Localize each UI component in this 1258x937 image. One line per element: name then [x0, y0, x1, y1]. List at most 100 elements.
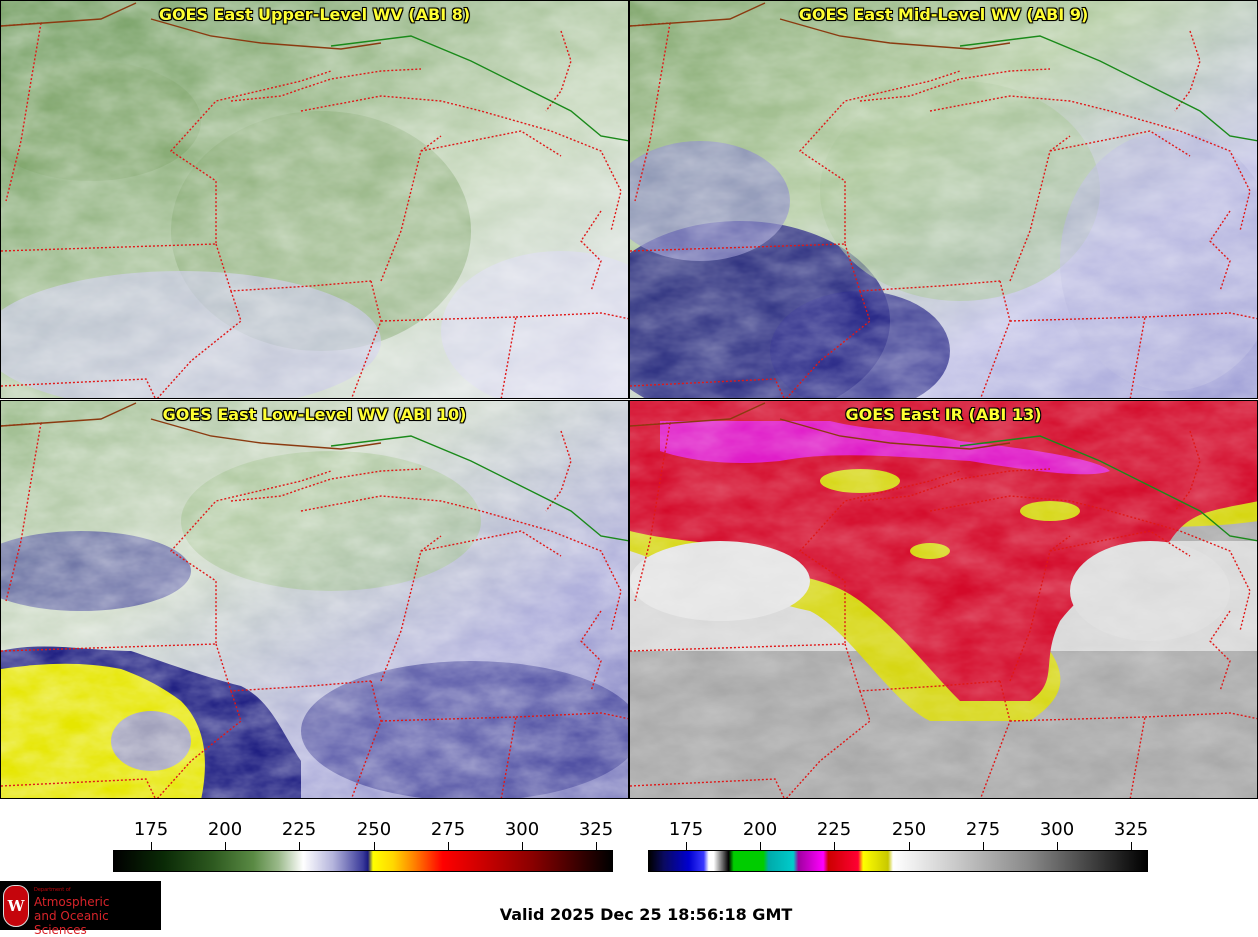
state-border — [859, 68, 1051, 102]
state-border — [929, 495, 1251, 632]
tick-label: 200 — [207, 819, 243, 840]
country-border — [330, 435, 628, 542]
state-border — [515, 312, 628, 320]
state-border — [630, 778, 785, 798]
state-border — [844, 243, 1001, 292]
tick-mark — [225, 842, 226, 850]
state-border — [1009, 135, 1071, 282]
state-border — [1, 470, 332, 652]
state-border — [380, 316, 517, 398]
state-border — [1144, 312, 1257, 320]
wv-colorbar: 175 200 225 250 275 300 325 — [113, 815, 613, 875]
tick-mark — [299, 842, 300, 850]
mid-wv-borders — [630, 2, 1257, 398]
tick-label: 225 — [281, 819, 317, 840]
tick-mark — [151, 842, 152, 850]
panel-mid-wv: GOES East Mid-Level WV (ABI 9) — [629, 0, 1258, 399]
tick-label: 200 — [742, 819, 778, 840]
valid-time: Valid 2025 Dec 25 18:56:18 GMT — [499, 905, 793, 924]
state-border — [580, 210, 602, 292]
logo-dept: Department of — [34, 887, 71, 893]
tick-label: 300 — [1039, 819, 1075, 840]
state-border — [980, 280, 1011, 398]
state-border — [156, 290, 242, 398]
state-border — [630, 470, 961, 652]
state-border — [785, 290, 871, 398]
state-border — [380, 535, 442, 682]
tick-label: 175 — [133, 819, 169, 840]
state-border — [420, 130, 562, 157]
state-border — [580, 610, 602, 692]
state-border — [1, 22, 42, 202]
tick-mark — [686, 842, 687, 850]
state-border — [351, 680, 382, 798]
panel-title: GOES East Mid-Level WV (ABI 9) — [798, 5, 1089, 24]
ir-colorbar-gradient — [648, 850, 1148, 872]
wv-colorbar-gradient — [113, 850, 613, 872]
logo-line1: Atmospheric — [34, 895, 110, 909]
panel-ir: GOES East IR (ABI 13) — [629, 400, 1258, 799]
tick-label: 300 — [504, 819, 540, 840]
state-border — [1009, 535, 1071, 682]
tick-label: 250 — [356, 819, 392, 840]
panel-low-wv: GOES East Low-Level WV (ABI 10) — [0, 400, 629, 799]
tick-mark — [374, 842, 375, 850]
state-border — [215, 243, 372, 292]
country-border — [959, 35, 1257, 142]
coast-border — [630, 402, 1011, 450]
tick-mark — [983, 842, 984, 850]
aos-logo: W Department of Atmospheric and Oceanic … — [0, 881, 161, 937]
country-border — [330, 35, 628, 142]
upper-wv-image — [1, 1, 628, 398]
state-border — [230, 68, 422, 102]
panel-upper-wv: GOES East Upper-Level WV (ABI 8) — [0, 0, 629, 399]
state-border — [1, 70, 332, 252]
country-border — [959, 435, 1257, 542]
tick-mark — [1057, 842, 1058, 850]
state-border — [1, 378, 156, 398]
state-border — [630, 422, 671, 602]
state-border — [1009, 716, 1146, 798]
state-border — [156, 690, 242, 798]
tick-mark — [448, 842, 449, 850]
state-border — [1209, 210, 1231, 292]
wv-colorbar-ticks: 175 200 225 250 275 300 325 — [113, 815, 613, 845]
coast-border — [1, 2, 382, 50]
panel-title: GOES East Upper-Level WV (ABI 8) — [158, 5, 471, 24]
tick-mark — [834, 842, 835, 850]
state-border — [300, 95, 622, 232]
state-border — [420, 530, 562, 557]
state-border — [630, 378, 785, 398]
state-border — [1209, 610, 1231, 692]
state-border — [545, 30, 572, 112]
tick-label: 175 — [668, 819, 704, 840]
tick-mark — [760, 842, 761, 850]
state-border — [1049, 530, 1191, 557]
ir-image — [630, 401, 1257, 798]
state-border — [215, 643, 372, 692]
state-border — [351, 280, 382, 398]
state-border — [230, 468, 422, 502]
state-border — [980, 680, 1011, 798]
tick-label: 275 — [965, 819, 1001, 840]
state-border — [859, 468, 1051, 502]
tick-mark — [909, 842, 910, 850]
tick-label: 325 — [578, 819, 614, 840]
state-border — [380, 716, 517, 798]
state-border — [630, 22, 671, 202]
tick-mark — [596, 842, 597, 850]
tick-mark — [1131, 842, 1132, 850]
state-border — [1, 778, 156, 798]
low-wv-borders — [1, 402, 628, 798]
coast-border — [630, 2, 1011, 50]
state-border — [785, 690, 871, 798]
state-border — [929, 95, 1251, 232]
tick-label: 325 — [1113, 819, 1149, 840]
state-border — [1009, 316, 1146, 398]
ir-colorbar-ticks: 175 200 225 250 275 300 325 — [648, 815, 1148, 845]
state-border — [380, 135, 442, 282]
state-border — [515, 712, 628, 720]
state-border — [1174, 430, 1201, 512]
mid-wv-image — [630, 1, 1257, 398]
panel-title: GOES East Low-Level WV (ABI 10) — [162, 405, 467, 424]
